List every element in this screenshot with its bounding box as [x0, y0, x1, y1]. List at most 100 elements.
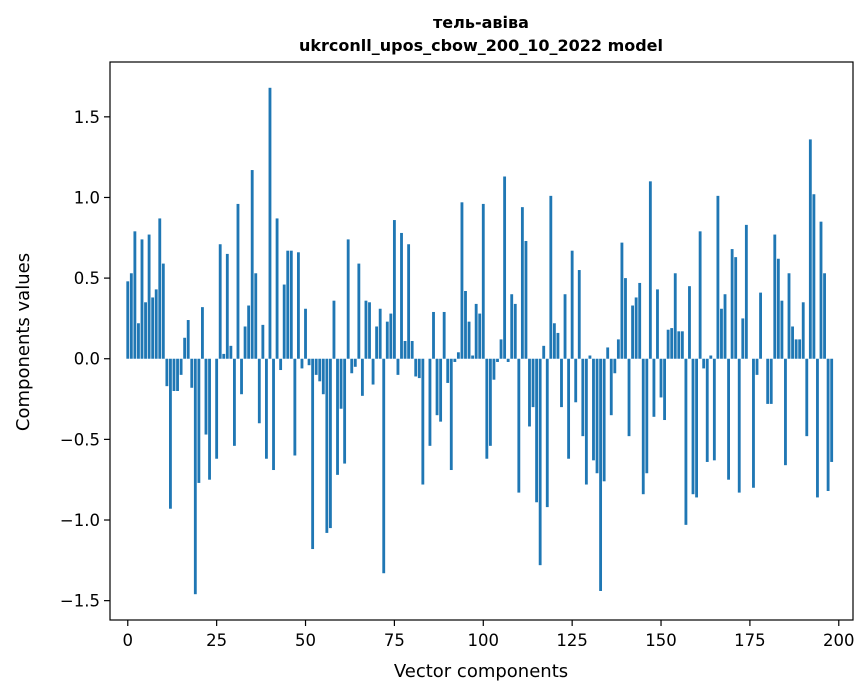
bar-component-148 — [652, 358, 656, 417]
bar-component-191 — [805, 358, 809, 437]
bar-component-92 — [453, 358, 457, 362]
x-tick-label: 25 — [206, 631, 227, 650]
bar-component-44 — [282, 284, 286, 359]
bar-component-154 — [673, 273, 677, 359]
bar-component-178 — [759, 292, 762, 359]
bar-component-57 — [328, 358, 332, 529]
bar-component-180 — [766, 358, 770, 404]
x-tick-label: 100 — [468, 631, 500, 650]
bar-component-140 — [624, 278, 627, 359]
bar-component-0 — [126, 281, 130, 359]
bar-component-123 — [563, 294, 567, 359]
bar-component-152 — [666, 329, 670, 359]
bar-component-119 — [549, 195, 553, 359]
bar-component-58 — [332, 300, 336, 359]
bar-component-6 — [147, 234, 151, 359]
chart-title: тель-авіва — [433, 13, 529, 32]
x-axis-ticks: 0 25 50 75 100 125 150 175 200 — [123, 620, 855, 650]
bar-component-25 — [215, 358, 219, 459]
y-tick-label: 1.5 — [74, 108, 100, 127]
bar-component-106 — [503, 176, 507, 359]
bar-component-19 — [193, 358, 197, 595]
bar-component-41 — [272, 358, 275, 471]
bar-component-73 — [385, 321, 389, 359]
bar-component-27 — [222, 353, 226, 359]
bar-component-160 — [695, 358, 698, 498]
y-axis-label: Components values — [13, 253, 34, 431]
bar-component-47 — [293, 358, 297, 456]
bar-component-162 — [702, 358, 706, 369]
bar-component-120 — [552, 323, 556, 359]
bar-component-56 — [325, 358, 329, 533]
bar-component-146 — [645, 358, 649, 474]
bar-component-11 — [165, 358, 169, 387]
bar-component-2 — [133, 231, 137, 359]
bar-component-52 — [311, 358, 315, 550]
bar-component-174 — [744, 224, 748, 359]
bar-component-14 — [176, 358, 179, 391]
bar-component-149 — [656, 289, 659, 359]
bar-component-81 — [414, 358, 418, 377]
bar-component-171 — [734, 257, 738, 359]
bar-component-151 — [663, 358, 666, 421]
bar-component-107 — [506, 358, 510, 362]
bar-component-111 — [520, 207, 524, 359]
bar-component-159 — [691, 358, 695, 495]
bar-component-76 — [396, 358, 400, 375]
bar-component-61 — [343, 358, 347, 464]
bar-component-23 — [208, 358, 211, 480]
bar-component-29 — [229, 345, 233, 359]
bar-component-18 — [190, 358, 194, 388]
bar-component-127 — [577, 270, 581, 359]
bar-component-66 — [360, 358, 364, 396]
x-tick-label: 50 — [295, 631, 316, 650]
x-tick-label: 150 — [645, 631, 677, 650]
bar-component-86 — [432, 311, 435, 359]
bar-component-186 — [787, 273, 791, 359]
y-tick-label: 0.0 — [74, 350, 100, 369]
bar-component-74 — [389, 313, 393, 359]
bar-component-188 — [794, 339, 798, 359]
bar-component-21 — [201, 307, 204, 359]
bar-component-108 — [510, 294, 514, 359]
bar-component-26 — [218, 244, 222, 359]
bar-component-55 — [321, 358, 325, 395]
bar-component-128 — [581, 358, 585, 437]
bar-component-85 — [428, 358, 432, 446]
x-tick-label: 0 — [123, 631, 134, 650]
bar-component-79 — [407, 244, 411, 359]
bar-component-83 — [421, 358, 425, 485]
bar-component-51 — [307, 358, 311, 366]
bar-component-22 — [204, 358, 208, 435]
bar-component-98 — [474, 303, 478, 359]
bar-component-60 — [339, 358, 343, 409]
bar-component-37 — [257, 358, 261, 424]
bar-component-15 — [179, 358, 183, 375]
bar-component-13 — [172, 358, 176, 391]
y-tick-label: −1.5 — [60, 592, 100, 611]
bar-component-40 — [268, 87, 272, 359]
bar-component-196 — [823, 273, 826, 359]
bar-component-99 — [478, 313, 482, 359]
bar-component-169 — [727, 358, 730, 480]
bar-component-90 — [446, 358, 450, 383]
bar-component-145 — [641, 358, 645, 495]
y-tick-label: 1.0 — [74, 188, 100, 207]
bar-component-77 — [400, 232, 403, 359]
x-tick-label: 125 — [556, 631, 588, 650]
bar-component-161 — [698, 231, 702, 359]
bar-component-9 — [158, 218, 162, 359]
bar-component-170 — [730, 249, 734, 359]
bar-component-59 — [336, 358, 339, 475]
bar-component-39 — [265, 358, 268, 459]
bar-component-156 — [680, 331, 684, 359]
bar-component-197 — [826, 358, 830, 491]
bar-component-125 — [570, 250, 574, 359]
y-tick-label: 0.5 — [74, 269, 100, 288]
bar-component-20 — [197, 358, 201, 483]
bar-component-42 — [275, 218, 279, 359]
x-tick-label: 175 — [734, 631, 766, 650]
bar-component-164 — [709, 355, 713, 359]
bar-component-17 — [186, 320, 190, 359]
